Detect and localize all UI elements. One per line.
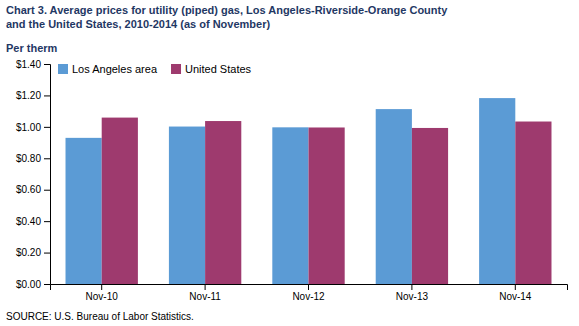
y-tick: $1.00 — [16, 122, 50, 133]
x-tick-mark — [515, 284, 516, 290]
bar — [169, 127, 205, 284]
legend: Los Angeles area United States — [58, 63, 252, 75]
y-tick-label: $0.80 — [16, 153, 41, 164]
x-axis: Nov-10 Nov-11 Nov-12 Nov-13 Nov-14 — [51, 284, 568, 302]
x-tick: Nov-12 — [292, 284, 325, 302]
y-axis: $0.00 $0.20 $0.40 $0.60 $0.80 $1.00 $1.20 $1.40 — [16, 59, 51, 290]
y-tick: $1.20 — [16, 90, 50, 101]
x-tick-mark — [205, 284, 206, 290]
y-tick-mark — [44, 190, 50, 191]
y-tick-mark — [44, 64, 50, 65]
y-tick-mark — [44, 95, 50, 96]
y-axis-line — [44, 65, 51, 285]
y-tick: $1.40 — [16, 59, 50, 70]
y-tick-label: $0.40 — [16, 216, 41, 227]
x-tick-label: Nov-14 — [499, 291, 532, 302]
y-axis-label: Per therm — [6, 42, 58, 54]
y-tick-label: $0.60 — [16, 184, 41, 195]
y-tick-label: $0.20 — [16, 247, 41, 258]
bar-series — [66, 98, 516, 284]
bar — [376, 109, 412, 284]
bar — [479, 98, 515, 284]
plot: $0.00 $0.20 $0.40 $0.60 $0.80 $1.00 $1.20 $1.40… — [16, 59, 568, 302]
y-tick: $0.20 — [16, 247, 50, 258]
bar — [515, 122, 551, 284]
bar — [205, 121, 241, 284]
x-tick-mark — [308, 284, 309, 290]
bar-series — [102, 118, 552, 284]
x-tick-mark — [411, 284, 412, 290]
y-tick-label: $1.20 — [16, 90, 41, 101]
bars — [66, 98, 552, 284]
bar — [102, 118, 138, 284]
y-tick-label: $0.00 — [16, 279, 41, 290]
legend-swatch — [171, 64, 181, 74]
annotation: SOURCE: U.S. Bureau of Labor Statistics. — [6, 311, 194, 322]
legend-item: United States — [171, 63, 252, 75]
x-tick-mark — [101, 284, 102, 290]
y-tick-mark — [44, 253, 50, 254]
y-tick-mark — [44, 284, 50, 285]
legend-label: United States — [185, 63, 252, 75]
chart: Chart 3. Average prices for utility (pip… — [0, 0, 579, 326]
y-tick-label: $1.40 — [16, 59, 41, 70]
y-tick: $0.40 — [16, 216, 50, 227]
legend-swatch — [58, 64, 68, 74]
y-tick: $0.80 — [16, 153, 50, 164]
x-tick-label: Nov-13 — [396, 291, 429, 302]
bar — [309, 127, 345, 284]
y-tick: $0.60 — [16, 184, 50, 195]
bar — [66, 138, 102, 284]
y-tick-mark — [44, 221, 50, 222]
x-tick: Nov-10 — [86, 284, 119, 302]
x-tick-label: Nov-12 — [292, 291, 325, 302]
title-line: and the United States, 2010-2014 (as of … — [6, 18, 270, 30]
y-tick-mark — [44, 158, 50, 159]
y-tick: $0.00 — [16, 279, 50, 290]
x-tick: Nov-13 — [396, 284, 429, 302]
bar — [412, 128, 448, 284]
y-tick-mark — [44, 127, 50, 128]
title-line: Chart 3. Average prices for utility (pip… — [6, 4, 448, 16]
x-axis-line — [51, 285, 568, 291]
legend-item: Los Angeles area — [58, 63, 158, 75]
y-tick-label: $1.00 — [16, 122, 41, 133]
x-tick-label: Nov-11 — [189, 291, 221, 302]
x-tick: Nov-11 — [189, 284, 221, 302]
legend-label: Los Angeles area — [72, 63, 158, 75]
title: Chart 3. Average prices for utility (pip… — [6, 4, 448, 30]
x-tick-label: Nov-10 — [86, 291, 119, 302]
x-tick: Nov-14 — [499, 284, 532, 302]
bar — [272, 127, 308, 284]
